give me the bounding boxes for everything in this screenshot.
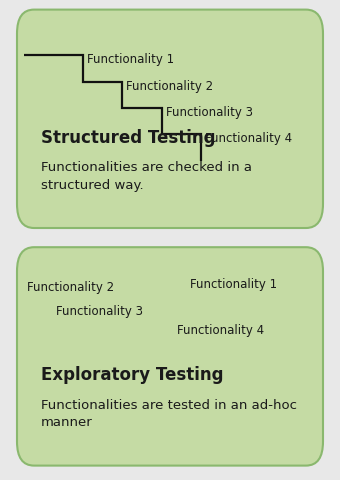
Text: Functionality 4: Functionality 4	[177, 324, 264, 337]
Text: Functionalities are checked in a
structured way.: Functionalities are checked in a structu…	[41, 161, 252, 192]
Text: Functionality 1: Functionality 1	[190, 278, 277, 291]
FancyBboxPatch shape	[17, 10, 323, 228]
Text: Functionality 2: Functionality 2	[27, 281, 114, 294]
Text: Exploratory Testing: Exploratory Testing	[41, 366, 223, 384]
Text: Functionality 3: Functionality 3	[166, 106, 253, 119]
FancyBboxPatch shape	[17, 247, 323, 466]
Text: Functionalities are tested in an ad-hoc
manner: Functionalities are tested in an ad-hoc …	[41, 399, 297, 430]
Text: Structured Testing: Structured Testing	[41, 129, 215, 146]
Text: Functionality 2: Functionality 2	[126, 80, 214, 93]
Text: Functionality 4: Functionality 4	[205, 132, 292, 145]
Text: Functionality 3: Functionality 3	[56, 305, 143, 318]
Text: Functionality 1: Functionality 1	[87, 53, 174, 66]
